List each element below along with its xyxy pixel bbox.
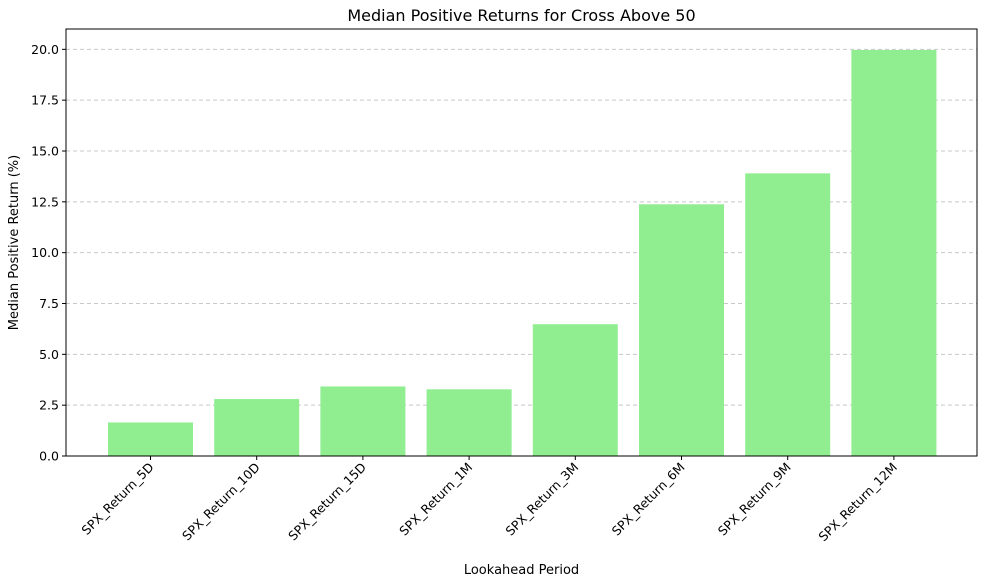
bar <box>320 386 406 456</box>
y-tick-label: 7.5 <box>39 296 59 311</box>
y-tick-label: 20.0 <box>31 42 59 57</box>
x-axis-title: Lookahead Period <box>464 563 579 578</box>
x-tick-label: SPX_Return_9M <box>715 460 794 539</box>
y-axis-title: Median Positive Return (%) <box>7 155 22 330</box>
x-tick-label: SPX_Return_12M <box>815 460 900 545</box>
x-tick-label: SPX_Return_3M <box>502 460 581 539</box>
y-tick-label: 15.0 <box>31 144 59 159</box>
bar <box>639 204 724 456</box>
y-tick-label: 0.0 <box>39 449 59 464</box>
bars <box>108 49 937 457</box>
bar <box>851 49 937 457</box>
y-tick-label: 12.5 <box>31 194 59 209</box>
x-tick-label: SPX_Return_5D <box>78 460 156 538</box>
x-tick-label: SPX_Return_15D <box>285 460 369 544</box>
x-tick-label: SPX_Return_6M <box>609 460 688 539</box>
y-tick-label: 5.0 <box>39 347 59 362</box>
x-tick-label: SPX_Return_1M <box>396 460 475 539</box>
bar <box>426 389 512 456</box>
x-tick-label: SPX_Return_10D <box>179 460 263 544</box>
y-axis: 0.0 2.5 5.0 7.5 10.0 12.5 15.0 17.5 20.0 <box>31 42 66 464</box>
y-tick-label: 17.5 <box>31 93 59 108</box>
bar <box>108 422 193 456</box>
x-axis: SPX_Return_5D SPX_Return_10D SPX_Return_15… <box>78 456 900 544</box>
plot-frame <box>65 28 978 457</box>
chart-title: Median Positive Returns for Cross Above … <box>347 6 695 25</box>
bar <box>214 399 300 456</box>
y-tick-label: 10.0 <box>31 245 59 260</box>
y-tick-label: 2.5 <box>39 398 59 413</box>
bar <box>745 173 831 456</box>
bar <box>532 324 618 456</box>
gridlines <box>66 48 977 457</box>
